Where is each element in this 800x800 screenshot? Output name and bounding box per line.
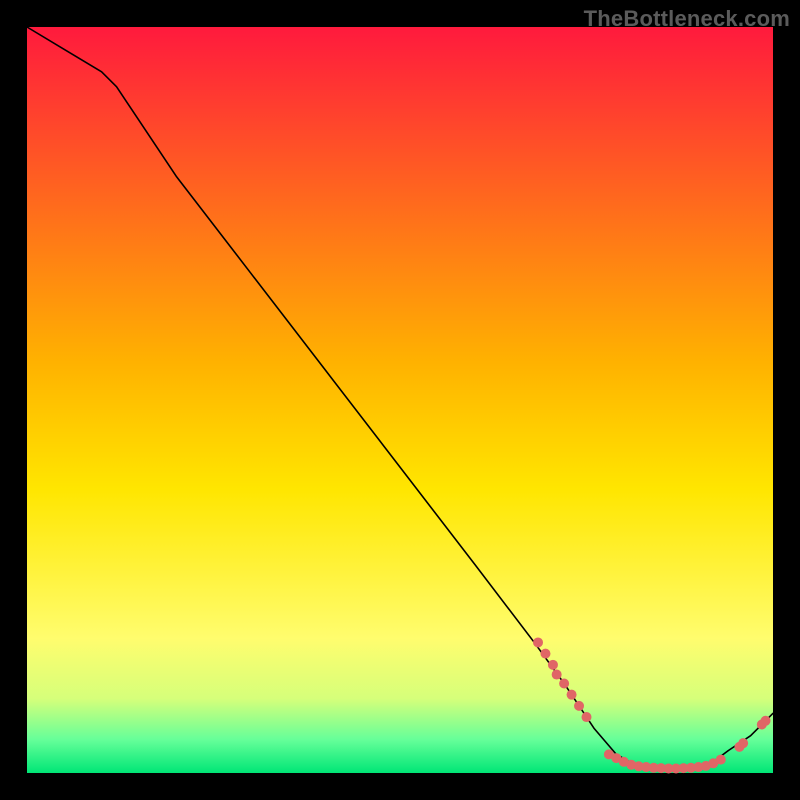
watermark-text: TheBottleneck.com: [584, 6, 790, 32]
data-marker: [738, 738, 748, 748]
data-marker: [582, 712, 592, 722]
chart-canvas: TheBottleneck.com: [0, 0, 800, 800]
data-marker: [533, 637, 543, 647]
bottleneck-chart: [0, 0, 800, 800]
data-marker: [716, 755, 726, 765]
data-marker: [761, 716, 771, 726]
plot-background: [27, 27, 773, 773]
data-marker: [567, 690, 577, 700]
data-marker: [548, 660, 558, 670]
data-marker: [552, 670, 562, 680]
data-marker: [540, 649, 550, 659]
data-marker: [559, 678, 569, 688]
data-marker: [574, 701, 584, 711]
